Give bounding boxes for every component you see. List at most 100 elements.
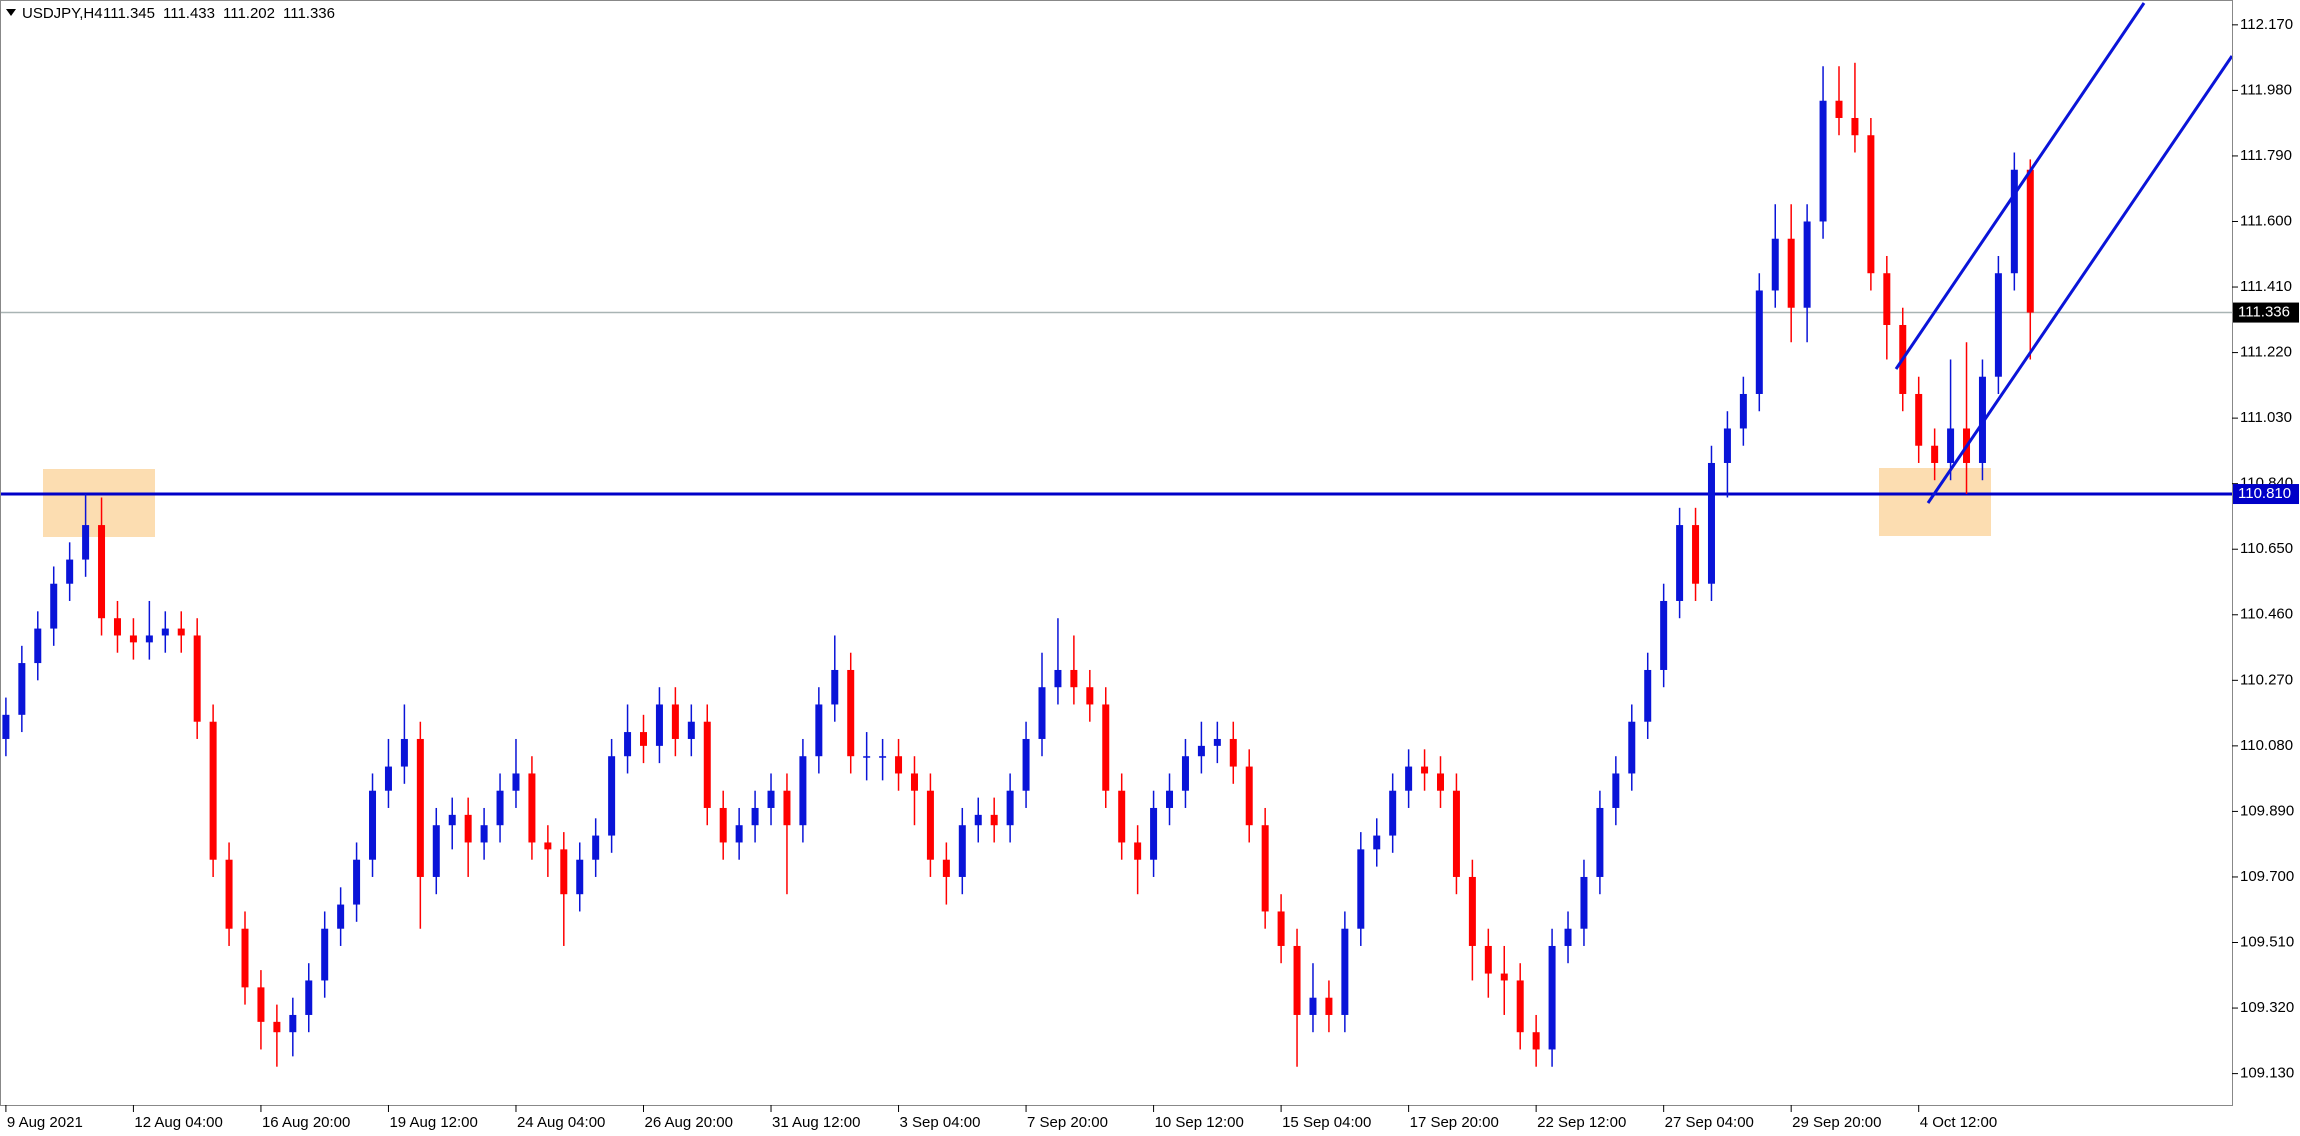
y-tick-label: 111.980 xyxy=(2240,81,2292,98)
y-tick-label: 111.600 xyxy=(2240,212,2292,229)
symbol-title: USDJPY,H4 xyxy=(22,5,103,22)
candle-body xyxy=(321,928,329,981)
x-tick-label: 26 Aug 20:00 xyxy=(645,1114,733,1131)
y-tick-label: 112.170 xyxy=(2240,16,2293,33)
candle-body xyxy=(1357,849,1365,929)
header-low: 111.202 xyxy=(223,5,275,22)
candle-body xyxy=(448,814,456,826)
candle-body xyxy=(815,704,823,757)
candle-body xyxy=(1835,100,1843,118)
candle-body xyxy=(1516,980,1524,1033)
candle-body xyxy=(1851,117,1859,136)
x-tick-label: 22 Sep 12:00 xyxy=(1537,1114,1626,1131)
candle-body xyxy=(1867,135,1875,274)
candle-body xyxy=(1421,766,1429,774)
level-tag xyxy=(2233,484,2299,505)
candle-body xyxy=(1261,825,1269,912)
candle-body xyxy=(1437,773,1444,791)
candle-body xyxy=(1803,221,1811,308)
price-tag-label: 111.336 xyxy=(2238,304,2290,321)
candle-body xyxy=(1580,876,1588,929)
y-tick-label: 111.030 xyxy=(2240,409,2292,426)
candle-body xyxy=(1134,842,1142,860)
header: USDJPY,H4 111.345 111.433 111.202 111.33… xyxy=(6,5,335,22)
candle-body xyxy=(98,525,106,619)
candle-body xyxy=(1245,766,1253,826)
candle-body xyxy=(831,669,839,705)
candle-body xyxy=(257,987,265,1022)
candle-body xyxy=(990,814,998,826)
candle-body xyxy=(1213,738,1221,746)
header-open: 111.345 xyxy=(103,5,155,22)
candle-body xyxy=(34,628,42,664)
candle-body xyxy=(66,559,74,584)
candle-body xyxy=(1994,273,2002,377)
trend-line xyxy=(1926,55,2234,504)
candle-body xyxy=(1564,928,1572,946)
candle-body xyxy=(942,859,950,877)
candle-body xyxy=(50,583,58,629)
candle-body xyxy=(608,756,616,836)
candle-body xyxy=(337,904,345,929)
candle-body xyxy=(1405,766,1413,791)
candle-body xyxy=(113,618,121,636)
y-tick-label: 111.790 xyxy=(2240,147,2292,164)
candle-body xyxy=(1452,790,1460,877)
candle-body xyxy=(1755,290,1763,394)
candle-body xyxy=(384,766,392,791)
candle-body xyxy=(974,814,982,826)
candle-body xyxy=(1468,876,1476,946)
candle-body xyxy=(1038,687,1046,739)
candle-body xyxy=(1819,100,1827,222)
x-tick-label: 31 Aug 12:00 xyxy=(772,1114,860,1131)
candle-body xyxy=(799,756,807,826)
candle-body xyxy=(895,756,903,774)
candle-body xyxy=(719,807,727,843)
candle-body xyxy=(1102,704,1110,791)
candle-body xyxy=(400,738,408,767)
candle-body xyxy=(369,790,377,860)
candle-body xyxy=(1915,393,1923,446)
candle-body xyxy=(910,773,918,791)
candle-body xyxy=(432,825,440,877)
candle-body xyxy=(305,980,313,1015)
x-tick-label: 19 Aug 12:00 xyxy=(389,1114,477,1131)
candle-body xyxy=(82,525,90,560)
candle-body xyxy=(1500,973,1508,981)
candle-body xyxy=(1596,807,1604,877)
candle-body xyxy=(1676,525,1684,601)
plot xyxy=(0,62,2232,1067)
candle-body xyxy=(1006,790,1014,826)
candle-body xyxy=(1150,807,1158,860)
candle-body xyxy=(576,859,584,895)
header-close: 111.336 xyxy=(283,5,335,22)
candle-body xyxy=(1612,773,1620,808)
candle-body xyxy=(464,814,472,843)
candle-body xyxy=(1660,600,1668,670)
candle-body xyxy=(1277,911,1285,946)
price-tag xyxy=(2233,302,2299,323)
x-tick-label: 24 Aug 04:00 xyxy=(517,1114,605,1131)
candle-body xyxy=(512,773,520,791)
candle-body xyxy=(751,807,759,826)
x-tick-label: 4 Oct 12:00 xyxy=(1920,1114,1998,1131)
candle-body xyxy=(177,628,185,636)
candle-body xyxy=(1229,738,1237,767)
y-tick-label: 109.700 xyxy=(2240,868,2294,885)
x-tick-label: 10 Sep 12:00 xyxy=(1155,1114,1244,1131)
candle-body xyxy=(687,721,695,739)
candle-body xyxy=(161,628,169,636)
y-tick-label: 110.460 xyxy=(2240,606,2293,623)
x-tick-label: 15 Sep 04:00 xyxy=(1282,1114,1371,1131)
plot-frame xyxy=(0,0,2233,1106)
candle-body xyxy=(1070,669,1078,688)
candle-body xyxy=(273,1021,281,1033)
candle-body xyxy=(544,842,552,850)
candle-body xyxy=(1947,428,1955,463)
candle-body xyxy=(528,773,536,843)
level-tag-label: 110.810 xyxy=(2238,485,2291,502)
header-high: 111.433 xyxy=(163,5,215,22)
x-tick-label: 7 Sep 20:00 xyxy=(1027,1114,1108,1131)
